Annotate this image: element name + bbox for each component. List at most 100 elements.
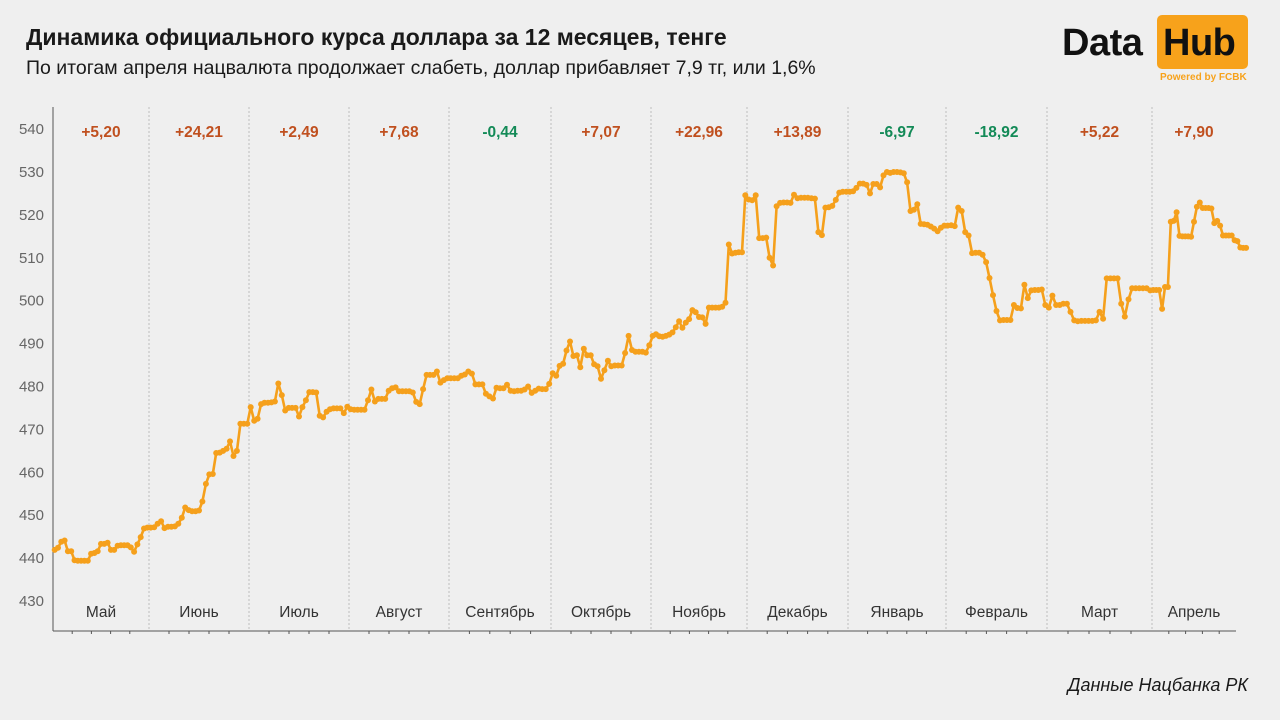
- source-note: Данные Нацбанка РК: [1067, 675, 1248, 695]
- rate-point: [361, 406, 368, 413]
- rate-point: [1214, 217, 1221, 224]
- rate-point: [340, 410, 347, 417]
- y-tick-label: 540: [19, 121, 44, 138]
- rate-point: [742, 192, 749, 199]
- rate-point: [983, 259, 990, 266]
- rate-point: [227, 438, 233, 445]
- y-tick-label: 510: [19, 250, 44, 267]
- rate-point: [337, 405, 344, 412]
- rate-point: [320, 414, 327, 421]
- month-label: Июль: [279, 604, 319, 621]
- rate-point: [811, 195, 818, 202]
- rate-point: [209, 471, 216, 477]
- rate-point: [131, 548, 138, 555]
- rate-point: [1118, 300, 1125, 307]
- month-label: Январь: [870, 604, 923, 621]
- month-change-label: +7,07: [581, 124, 620, 141]
- month-label: Ноябрь: [672, 604, 726, 621]
- rate-point: [646, 342, 653, 349]
- rate-point: [1208, 205, 1215, 212]
- rate-point: [1243, 244, 1250, 251]
- rate-point: [1038, 286, 1045, 293]
- chart-subtitle: По итогам апреля нацвалюта продолжает сл…: [26, 57, 816, 79]
- rate-point: [699, 314, 706, 321]
- rate-point: [598, 375, 604, 382]
- month-label: Сентябрь: [465, 604, 534, 621]
- rate-point: [749, 197, 756, 204]
- datahub-logo: Data Hub Powered by FCBK: [1062, 15, 1252, 87]
- month-label: Декабрь: [767, 604, 827, 621]
- rate-point: [479, 381, 486, 388]
- y-tick-label: 520: [19, 207, 44, 224]
- rate-point: [313, 389, 320, 396]
- rate-point: [302, 397, 309, 404]
- rate-point: [94, 548, 101, 555]
- rate-point: [1096, 308, 1103, 315]
- month-separators: [148, 107, 1153, 631]
- y-tick-label: 440: [19, 550, 44, 567]
- rate-point: [175, 520, 182, 527]
- rate-point: [365, 397, 371, 404]
- rate-point: [993, 308, 1000, 314]
- rate-point: [818, 232, 825, 239]
- rate-point: [642, 349, 649, 356]
- rate-point: [829, 202, 836, 209]
- rate-point: [580, 345, 587, 352]
- rate-point: [1100, 315, 1107, 322]
- month-labels: Май Июнь Июль Август Сентябрь Октябрь Ноябрь Де…: [86, 604, 1220, 621]
- rate-point: [178, 514, 185, 521]
- rate-point: [1193, 203, 1200, 210]
- rate-point: [853, 184, 860, 191]
- rate-point: [202, 480, 209, 487]
- month-label: Май: [86, 604, 116, 621]
- rate-point: [1217, 222, 1224, 229]
- monthly-change-labels: +5,20 +24,21 +2,49 +7,68 -0,44 +7,07 +22,96 +13…: [81, 124, 1213, 141]
- rate-point: [577, 364, 584, 371]
- rate-point: [296, 413, 302, 420]
- y-tick-label: 460: [19, 464, 44, 481]
- rate-point: [739, 249, 745, 256]
- rate-point: [863, 181, 870, 188]
- rate-point: [61, 537, 68, 544]
- rate-point: [867, 190, 873, 197]
- rate-point: [292, 404, 299, 411]
- month-label: Апрель: [1168, 604, 1221, 621]
- rate-point: [1121, 313, 1128, 320]
- rate-point: [958, 208, 965, 214]
- rate-point: [752, 192, 759, 199]
- rate-point: [137, 534, 144, 541]
- rate-point: [1191, 218, 1197, 225]
- rate-point: [127, 544, 134, 551]
- month-label: Август: [376, 604, 423, 621]
- rate-point: [525, 383, 532, 390]
- rate-point: [672, 324, 679, 331]
- rate-point: [420, 386, 427, 393]
- rate-point: [504, 381, 510, 388]
- rate-point: [1114, 275, 1121, 282]
- rate-point: [770, 262, 777, 269]
- rate-point: [1188, 233, 1195, 240]
- logo-powered-by: Powered by FCBK: [1160, 72, 1247, 83]
- rate-point: [490, 395, 496, 402]
- month-change-label: +22,96: [675, 124, 723, 141]
- rate-point: [275, 380, 282, 387]
- rate-point: [1228, 232, 1235, 239]
- rate-point: [1024, 295, 1031, 302]
- rate-point: [725, 241, 732, 248]
- rate-point: [900, 170, 907, 177]
- rate-point: [986, 275, 993, 281]
- rate-point: [111, 546, 118, 553]
- logo-hub-box: Hub: [1157, 15, 1248, 69]
- y-tick-labels: 430 440 450 460 470 480 490 500 510 520 530 540: [19, 121, 44, 610]
- chart-title: Динамика официального курса доллара за 1…: [26, 24, 727, 50]
- rate-point: [1170, 217, 1177, 224]
- rate-point: [1045, 304, 1052, 311]
- rate-point: [567, 338, 573, 345]
- rate-point: [271, 398, 278, 405]
- month-change-label: +13,89: [774, 124, 822, 141]
- rate-point: [1234, 238, 1241, 245]
- rate-point: [702, 320, 709, 327]
- rate-point: [247, 404, 254, 411]
- rate-series: [51, 169, 1250, 564]
